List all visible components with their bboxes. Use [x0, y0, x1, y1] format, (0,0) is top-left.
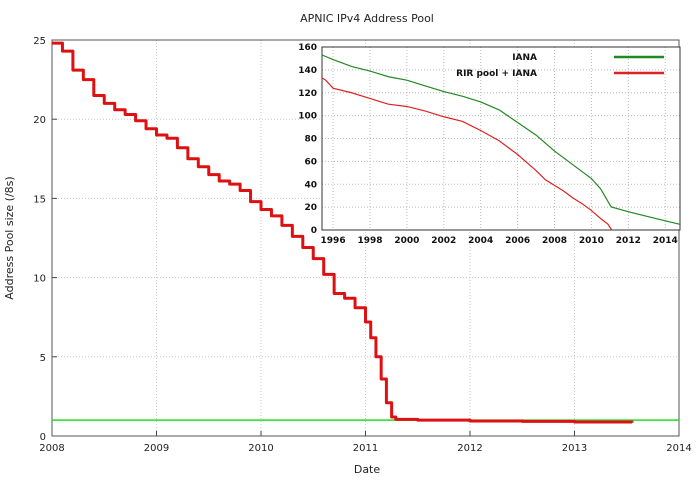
inset-legend: IANA RIR pool + IANA	[456, 53, 664, 79]
inset-y-tick-label: 160	[298, 43, 317, 53]
inset-tick-labels: 1996 1998 2000 2002 2004 2006 2008 2010 2012 2014…	[298, 43, 678, 246]
inset-series	[321, 54, 681, 231]
inset-grid	[322, 46, 680, 231]
inset-x-tick-label: 2004	[468, 236, 493, 246]
x-tick-label: 2013	[562, 443, 587, 454]
inset-background	[322, 47, 680, 230]
inset-x-tick-label: 1998	[357, 236, 382, 246]
inset-x-tick-label: 2012	[616, 236, 641, 246]
series-line-address-pool	[52, 41, 634, 424]
inset-x-tick-label: 2006	[505, 236, 530, 246]
inset-y-tick-label: 40	[304, 180, 317, 190]
legend-label-rir-pool-iana: RIR pool + IANA	[456, 69, 537, 79]
inset-plot-frame	[321, 46, 681, 231]
inset-y-tick-label: 20	[304, 203, 317, 213]
inset-series-line-rir-pool-iana	[321, 77, 613, 231]
x-tick-label: 2011	[353, 443, 378, 454]
inset-chart: 1996 1998 2000 2002 2004 2006 2008 2010 2012 2014…	[298, 43, 681, 246]
y-tick-label: 20	[33, 115, 46, 126]
inset-y-tick-label: 80	[304, 135, 317, 145]
y-tick-label: 0	[40, 432, 46, 443]
x-tick-label: 2012	[457, 443, 482, 454]
x-tick-label: 2009	[144, 443, 169, 454]
x-tick-label: 2008	[39, 443, 64, 454]
inset-series-line-iana	[321, 54, 681, 225]
inset-y-tick-label: 120	[298, 89, 317, 99]
inset-y-tick-label: 140	[298, 66, 317, 76]
x-tick-label: 2014	[666, 443, 691, 454]
main-plot-frame	[51, 39, 680, 437]
x-tick-label: 2010	[248, 443, 273, 454]
y-tick-label: 15	[33, 194, 46, 205]
inset-x-tick-label: 2002	[431, 236, 456, 246]
y-tick-label: 25	[33, 36, 46, 47]
inset-x-tick-label: 2010	[579, 236, 604, 246]
inset-y-tick-label: 100	[298, 112, 317, 122]
y-tick-label: 10	[33, 274, 46, 285]
legend-label-iana: IANA	[512, 53, 537, 63]
y-tick-label: 5	[40, 353, 46, 364]
main-series	[52, 41, 679, 424]
inset-y-tick-label: 60	[304, 157, 317, 167]
chart-title: APNIC IPv4 Address Pool	[300, 12, 434, 25]
inset-x-tick-label: 2000	[394, 236, 419, 246]
inset-x-tick-label: 2008	[542, 236, 567, 246]
inset-y-tick-label: 0	[311, 226, 317, 236]
inset-x-tick-label: 1996	[321, 236, 346, 246]
inset-x-tick-label: 2014	[653, 236, 678, 246]
y-axis-label: Address Pool size (/8s)	[3, 176, 16, 299]
x-axis-label: Date	[354, 463, 381, 476]
